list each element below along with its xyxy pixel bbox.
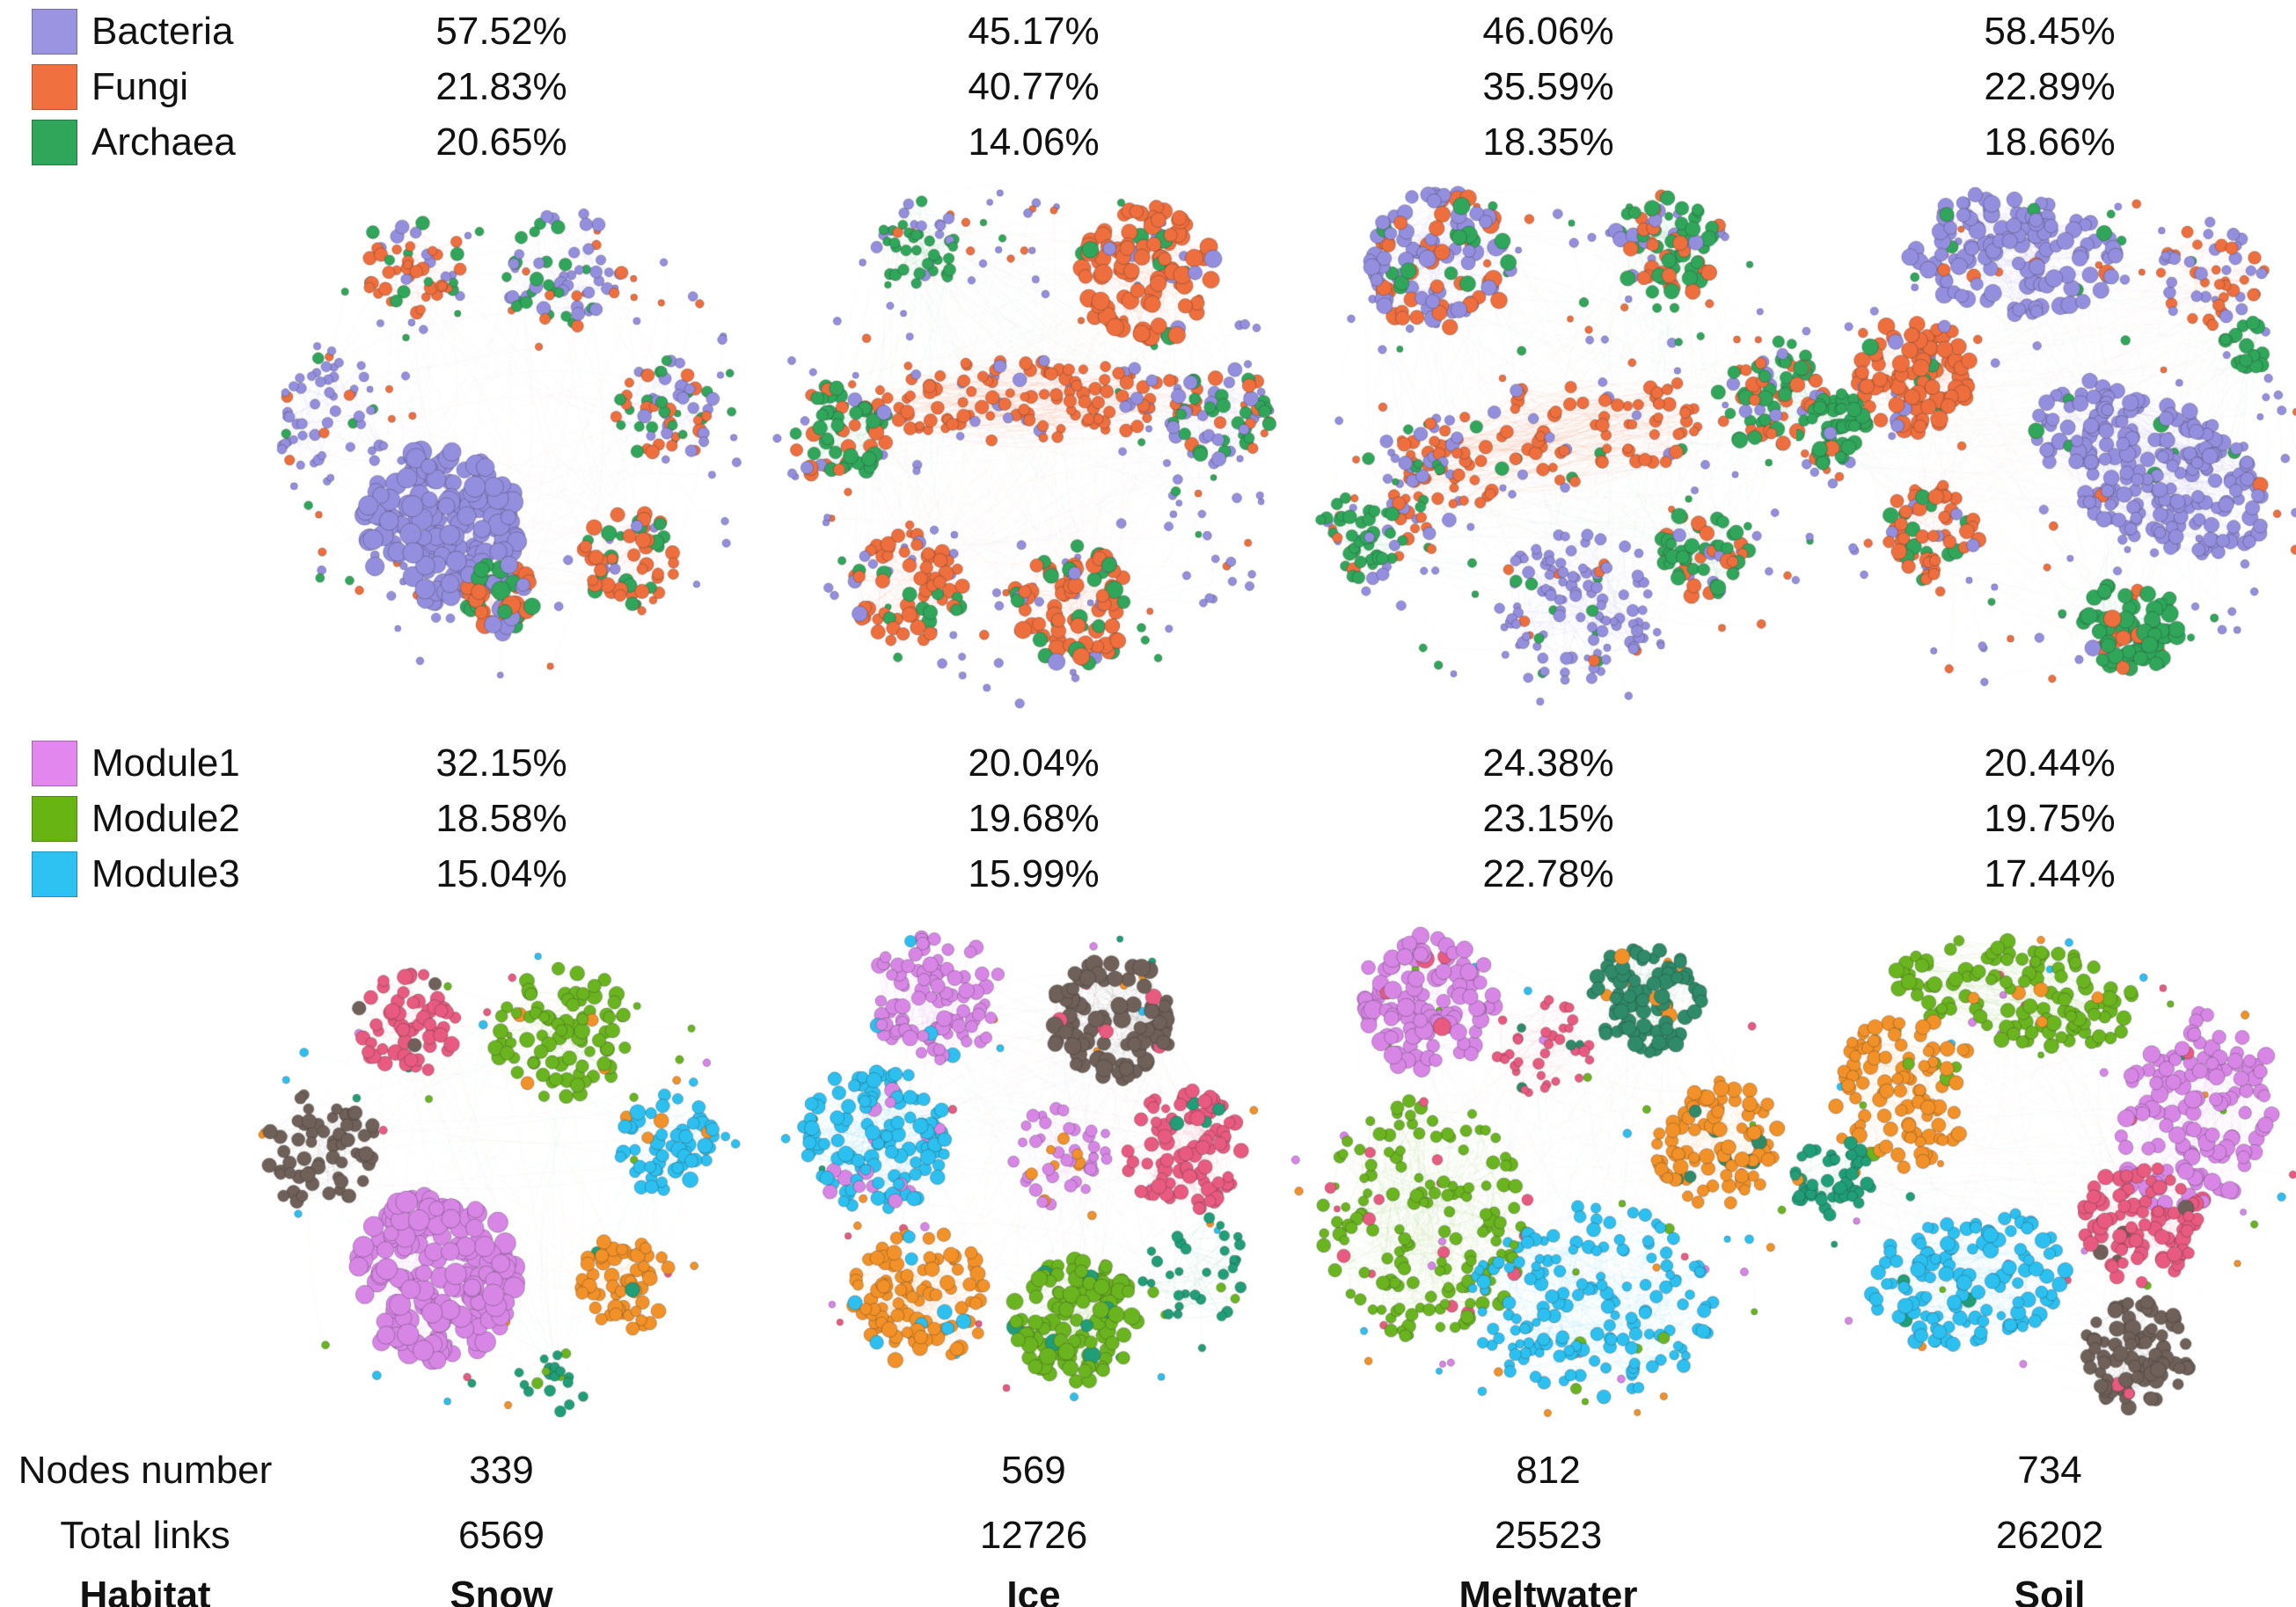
module-pct-meltwater-3: 22.78%	[1482, 852, 1614, 895]
network-taxa-ice	[748, 169, 1320, 721]
stat-label-nodes-number: Nodes number	[18, 1449, 273, 1492]
network-module-meltwater	[1265, 904, 1844, 1457]
module-pct-soil-3: 17.44%	[1984, 852, 2116, 895]
legend-swatch-module3	[32, 851, 77, 897]
nodes-number-meltwater: 812	[1516, 1449, 1581, 1492]
legend-label-bacteria: Bacteria	[91, 10, 234, 53]
nodes-number-ice: 569	[1001, 1449, 1066, 1492]
network-taxa-meltwater	[1283, 169, 1868, 721]
taxa-pct-meltwater-archaea: 18.35%	[1482, 121, 1614, 164]
legend-swatch-module2	[32, 796, 77, 842]
total-links-soil: 26202	[1995, 1514, 2104, 1557]
module-pct-meltwater-2: 23.15%	[1482, 797, 1614, 840]
total-links-meltwater: 25523	[1494, 1514, 1603, 1557]
legend-swatch-module1	[32, 741, 77, 786]
module-pct-soil-1: 20.44%	[1984, 741, 2116, 785]
taxa-pct-snow-bacteria: 57.52%	[435, 10, 567, 53]
habitat-meltwater: Meltwater	[1459, 1574, 1638, 1607]
legend-swatch-bacteria	[32, 9, 77, 55]
legend-label-archaea: Archaea	[91, 121, 236, 164]
taxa-pct-ice-archaea: 14.06%	[968, 121, 1100, 164]
module-pct-ice-3: 15.99%	[968, 852, 1100, 895]
taxa-pct-meltwater-bacteria: 46.06%	[1482, 10, 1614, 53]
module-pct-snow-2: 18.58%	[435, 797, 567, 840]
taxa-pct-snow-fungi: 21.83%	[435, 65, 567, 108]
network-module-soil	[1789, 906, 2296, 1453]
network-module-snow	[236, 915, 762, 1450]
module-pct-soil-2: 19.75%	[1984, 797, 2116, 840]
legend-swatch-archaea	[32, 120, 77, 165]
network-module-ice	[755, 904, 1305, 1451]
habitat-snow: Snow	[450, 1574, 553, 1607]
total-links-snow: 6569	[458, 1514, 545, 1557]
stat-label-habitat: Habitat	[79, 1574, 211, 1607]
module-pct-snow-1: 32.15%	[435, 741, 567, 785]
nodes-number-soil: 734	[2017, 1449, 2082, 1492]
legend-label-fungi: Fungi	[91, 65, 189, 108]
legend-label-module3: Module3	[91, 852, 240, 895]
taxa-pct-ice-fungi: 40.77%	[968, 65, 1100, 108]
nodes-number-snow: 339	[469, 1449, 534, 1492]
module-pct-ice-1: 20.04%	[968, 741, 1100, 785]
taxa-pct-meltwater-fungi: 35.59%	[1482, 65, 1614, 108]
module-pct-ice-2: 19.68%	[968, 797, 1100, 840]
taxa-pct-snow-archaea: 20.65%	[435, 121, 567, 164]
total-links-ice: 12726	[979, 1514, 1088, 1557]
network-taxa-soil	[1796, 172, 2296, 719]
module-pct-snow-3: 15.04%	[435, 852, 567, 895]
habitat-ice: Ice	[1006, 1574, 1061, 1607]
stat-label-total-links: Total links	[60, 1514, 230, 1557]
taxa-pct-soil-archaea: 18.66%	[1984, 121, 2116, 164]
legend-swatch-fungi	[32, 64, 77, 110]
taxa-pct-soil-fungi: 22.89%	[1984, 65, 2116, 108]
network-taxa-snow	[260, 180, 765, 704]
legend-label-module2: Module2	[91, 797, 240, 840]
taxa-pct-soil-bacteria: 58.45%	[1984, 10, 2116, 53]
module-pct-meltwater-1: 24.38%	[1482, 741, 1614, 785]
taxa-pct-ice-bacteria: 45.17%	[968, 10, 1100, 53]
habitat-soil: Soil	[2014, 1574, 2086, 1607]
legend-label-module1: Module1	[91, 741, 240, 785]
